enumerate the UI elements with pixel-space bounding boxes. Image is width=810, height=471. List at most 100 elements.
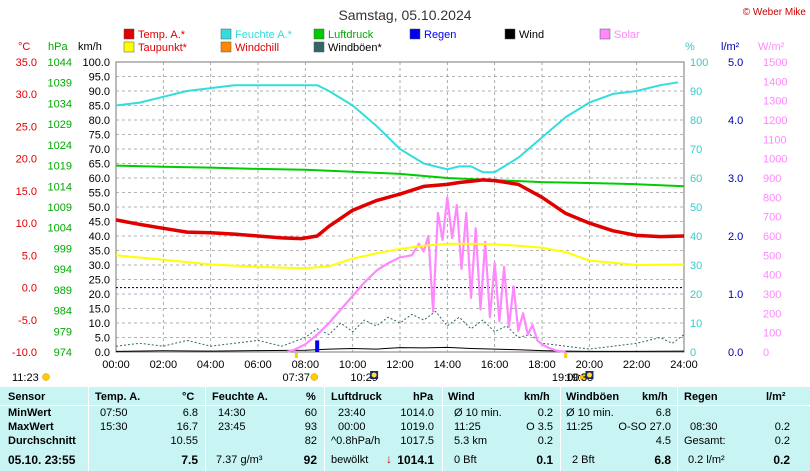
legend-swatch [123,41,135,53]
x-tick-label: 16:00 [481,359,509,371]
wind-tick-label: 0.0 [95,347,110,359]
temp-tick-label: 25.0 [16,121,37,133]
wind-tick-label: 90.0 [89,86,110,98]
stats-table: Sensor Temp. A. °C Feuchte A. % Luftdruc… [0,387,810,471]
chart-axes: 35.0 30.0 25.0 20.0 15.0 10.0 5.0 0.0 -5.0 -10.0 1… [12,57,788,371]
humidity-tick-label: 10 [690,318,702,330]
series-line-taupunkt [115,242,685,270]
wind-max-time: 11:25 [454,421,481,433]
legend-label: Luftdruck [328,29,374,41]
col-header-rain-unit: l/m² [766,391,786,403]
x-tick-label: 22:00 [623,359,651,371]
legend: Temp. A.* Feuchte A.* Luftdruck Regen Wind So… [123,28,640,54]
temp-tick-label: 20.0 [16,154,37,166]
humidity-min-value: 60 [304,407,317,419]
wind-tick-label: 45.0 [89,217,110,229]
wind-tick-label: 55.0 [89,188,110,200]
moon-phase-icon [586,372,592,378]
solar-tick-label: 1400 [763,76,787,88]
wind-tick-label: 50.0 [89,202,110,214]
row-label: Durchschnitt [8,435,76,447]
x-tick-label: 08:00 [292,359,320,371]
solar-tick-label: 0 [763,347,769,359]
x-tick-label: 12:00 [386,359,414,371]
wind-tick-label: 15.0 [89,304,110,316]
temp-tick-label: -10.0 [12,347,37,359]
wind-tick-label: 70.0 [89,144,110,156]
wind-avg-value: 0.2 [537,407,553,419]
solar-tick-label: 900 [763,173,781,185]
rain-current-label: 0.2 l/m² [688,454,725,466]
col-header-sensor: Sensor [8,391,46,403]
rain-total-label: Gesamt: [684,435,726,447]
pressure-tick-label: 979 [54,326,72,338]
pressure-tick-label: 994 [54,264,72,276]
temp-tick-label: 0.0 [22,283,37,295]
x-tick-label: 04:00 [197,359,225,371]
pressure-tick-label: 989 [54,285,72,297]
sun-marker [564,353,568,358]
pressure-tick-label: 1034 [48,98,72,110]
col-header-wind-unit: km/h [524,391,550,403]
wind-tick-label: 10.0 [89,318,110,330]
event-time-label: 07:37 [282,372,310,384]
col-header-humidity: Feuchte A. [212,391,268,403]
unit-label-temp: °C [18,41,30,53]
pressure-tick-label: 1044 [48,57,72,69]
chart-title: Samstag, 05.10.2024 [338,7,471,23]
x-tick-label: 02:00 [150,359,178,371]
wind-tick-label: 75.0 [89,130,110,142]
x-tick-label: 00:00 [102,359,130,371]
wind-tick-label: 5.0 [95,333,110,345]
solar-tick-label: 400 [763,270,781,282]
wind-current: 0.1 [536,453,553,467]
event-time-label: 19:00 [552,372,580,384]
rain-total-value: 0.2 [774,435,790,447]
legend-swatch [409,28,421,40]
gust-max-value: O-SO 27.0 [618,421,671,433]
humidity-tick-label: 30 [690,260,702,272]
legend-label: Windböen* [328,42,383,54]
x-tick-label: 06:00 [244,359,272,371]
pressure-max-time: 00:00 [338,421,366,433]
rain-tick-label: 0.0 [728,347,743,359]
rain-tick-label: 2.0 [728,231,743,243]
gust-avg-day: 4.5 [655,435,671,447]
x-tick-label: 14:00 [434,359,462,371]
unit-label-rain: l/m² [721,41,740,53]
rain-tick-label: 1.0 [728,289,743,301]
moon-phase-icon [371,372,377,378]
temp-max-time: 15:30 [100,421,128,433]
humidity-current: 92 [303,453,317,467]
series-line-windb-en [115,310,685,350]
sun-marker [294,353,298,358]
legend-swatch [220,28,232,40]
solar-tick-label: 700 [763,212,781,224]
unit-label-pressure: hPa [48,41,68,53]
rain-bar [315,340,320,352]
credit-label: © Weber Mike [743,7,807,18]
gust-max-time: 11:25 [566,421,593,433]
humidity-tick-label: 50 [690,202,702,214]
solar-tick-label: 1500 [763,57,787,69]
pressure-current: 1014.1 [397,453,434,467]
wind-distance: 5.3 km [454,435,488,447]
pressure-tick-label: 1024 [48,140,72,152]
temp-min-time: 07:50 [100,407,128,419]
rain-max-value: 0.2 [774,421,790,433]
wind-tick-label: 25.0 [89,275,110,287]
pressure-max-value: 1019.0 [400,421,434,433]
solar-tick-label: 1200 [763,115,787,127]
solar-tick-label: 200 [763,308,781,320]
legend-swatch [504,28,516,40]
wind-tick-label: 20.0 [89,289,110,301]
wind-tick-label: 40.0 [89,231,110,243]
series-line-temp-a [115,178,685,241]
solar-tick-label: 1100 [763,134,787,146]
temp-max-value: 16.7 [176,421,198,433]
legend-label: Temp. A.* [138,29,186,41]
legend-label: Solar [614,29,640,41]
legend-swatch [599,28,611,40]
chart-series [115,81,685,354]
